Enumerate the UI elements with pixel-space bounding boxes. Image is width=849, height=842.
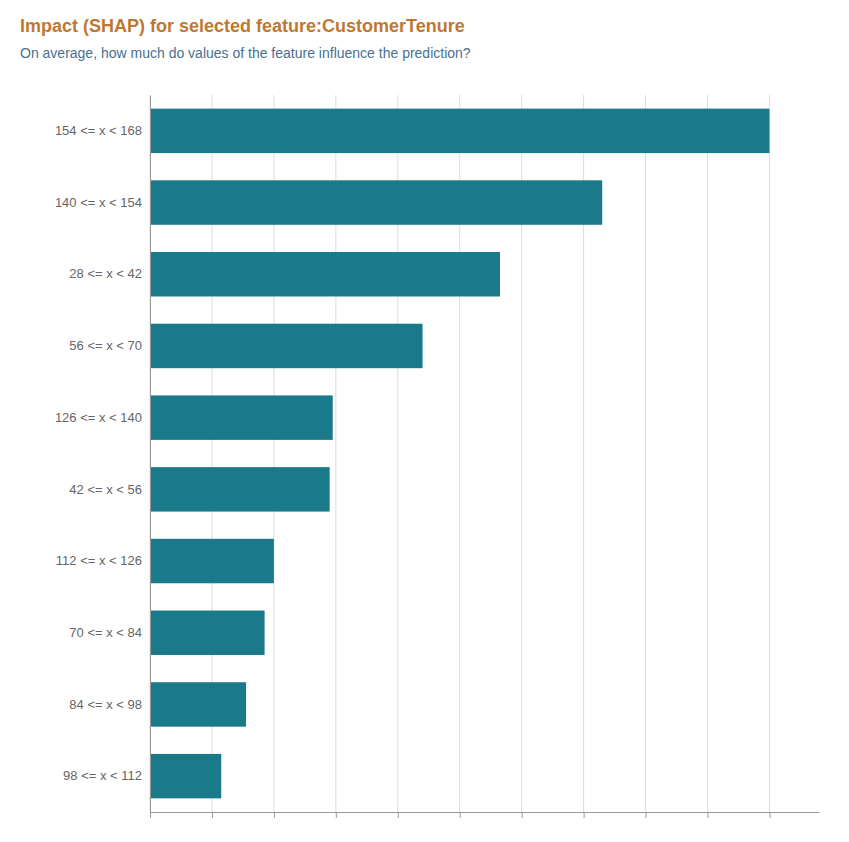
- y-tick: 98 <= x < 112: [63, 768, 142, 783]
- y-tick-label: 56 <= x < 70: [69, 338, 142, 353]
- bar: [150, 467, 330, 511]
- y-tick-label: 140 <= x < 154: [55, 195, 142, 210]
- x-axis: [151, 812, 820, 818]
- grid-line: [769, 95, 770, 812]
- y-tick-label: 84 <= x < 98: [69, 697, 142, 712]
- bar: [150, 539, 274, 583]
- y-tick: 42 <= x < 56: [69, 482, 142, 497]
- x-tick: [646, 812, 647, 818]
- y-tick-label: 154 <= x < 168: [55, 123, 142, 138]
- grid-line: [150, 95, 151, 812]
- y-axis-line: [150, 96, 151, 813]
- x-tick: [398, 812, 399, 818]
- y-tick-label: 126 <= x < 140: [55, 410, 142, 425]
- x-tick-mark: [522, 812, 523, 818]
- y-tick: 126 <= x < 140: [55, 410, 142, 425]
- bar: [150, 109, 769, 153]
- y-tick: 28 <= x < 42: [69, 266, 142, 281]
- y-tick: 56 <= x < 70: [69, 338, 142, 353]
- x-tick: [708, 812, 709, 818]
- y-tick: 84 <= x < 98: [69, 697, 142, 712]
- x-tick: [584, 812, 585, 818]
- x-tick: [522, 812, 523, 818]
- x-tick-mark: [584, 812, 585, 818]
- x-tick-mark: [708, 812, 709, 818]
- grid-line: [707, 95, 708, 812]
- y-tick-label: 70 <= x < 84: [69, 625, 142, 640]
- x-tick-mark: [646, 812, 647, 818]
- y-tick-label: 112 <= x < 126: [56, 553, 142, 568]
- x-tick-mark: [398, 812, 399, 818]
- subtitle: On average, how much do values of the fe…: [20, 45, 471, 61]
- y-tick: 154 <= x < 168: [55, 123, 142, 138]
- x-tick: [769, 812, 770, 818]
- y-tick-label: 42 <= x < 56: [69, 482, 142, 497]
- title: Impact (SHAP) for selected feature:Custo…: [20, 16, 465, 36]
- plot: 154 <= x < 168 140 <= x < 154 28 <= x < 42…: [55, 95, 820, 818]
- x-tick: [274, 812, 275, 818]
- bar: [150, 324, 423, 368]
- y-tick-label: 28 <= x < 42: [69, 266, 142, 281]
- chart: Impact (SHAP) for selected feature:Custo…: [0, 0, 849, 842]
- y-tick: 140 <= x < 154: [55, 195, 142, 210]
- bar: [150, 682, 246, 726]
- x-tick: [336, 812, 337, 818]
- x-tick: [460, 812, 461, 818]
- x-axis-line: [151, 812, 820, 813]
- x-tick-mark: [150, 812, 151, 818]
- x-tick-mark: [336, 812, 337, 818]
- x-tick: [150, 812, 151, 818]
- bars: [150, 109, 769, 799]
- y-axis: 154 <= x < 168 140 <= x < 154 28 <= x < 42…: [55, 96, 151, 813]
- bar: [150, 395, 333, 439]
- y-tick: 112 <= x < 126: [56, 553, 142, 568]
- y-tick: 70 <= x < 84: [69, 625, 142, 640]
- grid: [150, 95, 769, 812]
- bar: [150, 252, 500, 296]
- grid-line: [645, 95, 646, 812]
- x-tick-mark: [769, 812, 770, 818]
- x-tick-mark: [212, 812, 213, 818]
- x-tick-mark: [460, 812, 461, 818]
- bar: [150, 180, 602, 224]
- x-tick-mark: [274, 812, 275, 818]
- x-tick: [212, 812, 213, 818]
- bar: [150, 611, 265, 655]
- bar: [150, 754, 221, 798]
- y-tick-label: 98 <= x < 112: [63, 768, 142, 783]
